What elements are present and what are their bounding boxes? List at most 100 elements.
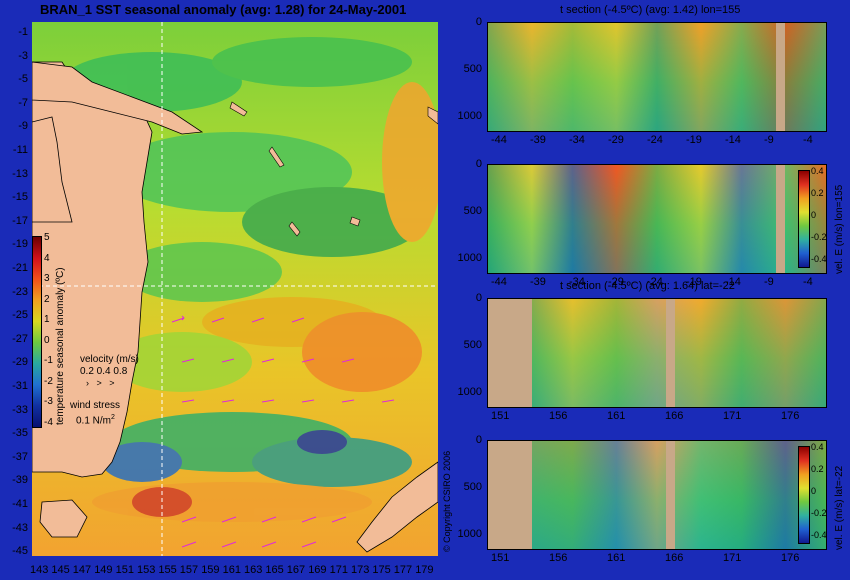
- panel-colorbar-tick: 0.4: [811, 166, 824, 176]
- panel-y-tick: 0: [475, 292, 482, 304]
- section-plot: [487, 164, 827, 274]
- depth-shading: [488, 165, 826, 273]
- section-plot: [487, 440, 827, 550]
- new-zealand: [356, 461, 438, 553]
- land-mask: [488, 299, 532, 407]
- map-colorbar-tick: 1: [44, 314, 50, 325]
- map-y-tick: -27: [12, 332, 28, 345]
- panel-x-tick: -14: [725, 276, 741, 288]
- panel-colorbar-tick: 0.4: [811, 442, 824, 452]
- land-mask: [776, 165, 785, 273]
- panel-x-tick: 151: [491, 410, 510, 422]
- depth-shading: [488, 441, 826, 549]
- panel-x-tick: -4: [803, 134, 813, 146]
- velocity-values: 0.2 0.4 0.8: [80, 366, 128, 377]
- panel-x-tick: -14: [725, 134, 741, 146]
- map-y-tick: -33: [12, 403, 28, 416]
- map-colorbar-tick: 4: [44, 252, 50, 264]
- panel-y-tick: 0: [475, 158, 482, 170]
- panel-x-tick: -9: [764, 276, 774, 288]
- map-y-tick: -13: [12, 167, 28, 180]
- map-colorbar-tick: -4: [44, 416, 53, 428]
- map-colorbar-tick: 2: [44, 293, 50, 305]
- map-x-tick: 165: [265, 564, 284, 576]
- map-y-tick: -45: [12, 545, 28, 558]
- cape-york: [32, 116, 73, 223]
- map-y-tick: -29: [12, 356, 28, 369]
- panel-x-tick: 171: [723, 410, 742, 422]
- panel-x-tick: -24: [647, 276, 663, 288]
- map-x-tick: 155: [158, 564, 177, 576]
- map-y-tick: -41: [12, 498, 28, 510]
- panel-x-tick: -19: [686, 276, 702, 288]
- sst-map: [32, 22, 438, 556]
- panel-x-tick: 161: [607, 410, 626, 422]
- map-y-tick: -19: [12, 238, 28, 251]
- panel-colorbar: [798, 446, 810, 544]
- panel-colorbar-tick: 0: [811, 486, 817, 496]
- panel-x-tick: -39: [530, 276, 546, 288]
- map-x-tick: 163: [244, 564, 263, 576]
- panel-title: t section (-4.5ºC) (avg: 1.64) lat=-22: [560, 280, 735, 292]
- panel-x-tick: -39: [530, 134, 546, 146]
- tasmania: [39, 499, 88, 538]
- panel-y-tick: 500: [463, 205, 482, 217]
- section-plot: [487, 298, 827, 408]
- map-x-tick: 173: [351, 564, 370, 576]
- map-y-tick: -25: [12, 309, 28, 322]
- panel-y-tick: 0: [475, 16, 482, 28]
- panel-x-tick: -44: [491, 276, 507, 288]
- map-x-tick: 153: [137, 564, 156, 576]
- panel-colorbar-label: vel. E (m/s) lat=-22: [834, 465, 845, 550]
- velocity-label: velocity (m/s): [80, 354, 139, 365]
- copyright: © Copyright CSIRO 2006: [442, 450, 452, 552]
- panel-colorbar-tick: 0.2: [811, 464, 824, 474]
- map-y-tick: -15: [12, 191, 28, 204]
- map-y-tick: -1: [18, 26, 28, 38]
- land-mask: [666, 299, 675, 407]
- section-plot: [487, 22, 827, 132]
- map-y-tick: -3: [18, 49, 28, 62]
- panel-colorbar-tick: -0.4: [811, 254, 827, 264]
- map-x-tick: 161: [222, 564, 241, 576]
- map-x-tick: 143: [30, 564, 49, 576]
- panel-colorbar-label: vel. E (m/s) lon=155: [834, 184, 845, 274]
- map-colorbar-label: temperature seasonal anomaly (ºC): [55, 267, 66, 425]
- panel-title: t section (-4.5ºC) (avg: 1.42) lon=155: [560, 4, 741, 16]
- panel-y-tick: 0: [475, 434, 482, 446]
- panel-x-tick: 161: [607, 552, 626, 564]
- panel-colorbar-tick: 0: [811, 210, 817, 220]
- depth-shading: [488, 299, 826, 407]
- new-guinea: [32, 61, 204, 135]
- panel-y-tick: 500: [463, 481, 482, 493]
- map-title: BRAN_1 SST seasonal anomaly (avg: 1.28) …: [40, 2, 407, 17]
- map-y-tick: -17: [12, 214, 28, 227]
- land-mask: [666, 441, 675, 549]
- panel-y-tick: 500: [463, 63, 482, 75]
- map-colorbar-tick: -1: [44, 355, 53, 366]
- panel-x-tick: -29: [608, 276, 624, 288]
- map-y-tick: -21: [12, 262, 28, 274]
- panel-x-tick: -34: [569, 134, 585, 146]
- map-y-tick: -7: [18, 96, 28, 109]
- panel-y-tick: 500: [463, 339, 482, 351]
- velocity-arrows: › > >: [86, 378, 115, 388]
- wind-label: wind stress: [70, 400, 121, 411]
- map-y-tick: -9: [18, 120, 28, 133]
- panel-y-tick: 1000: [457, 386, 482, 398]
- map-colorbar-tick: -2: [44, 375, 53, 387]
- map-y-tick: -23: [12, 285, 28, 298]
- panel-y-tick: 1000: [457, 252, 482, 264]
- panel-colorbar-tick: -0.2: [811, 508, 827, 518]
- land-mask: [776, 23, 785, 131]
- map-x-tick: 149: [94, 564, 113, 576]
- map-y-tick: -35: [12, 427, 28, 440]
- map-x-tick: 159: [201, 564, 220, 576]
- panel-colorbar-tick: -0.4: [811, 530, 827, 540]
- panel-x-tick: -34: [569, 276, 585, 288]
- panel-colorbar-tick: 0.2: [811, 188, 824, 198]
- map-x-tick: 177: [393, 564, 413, 576]
- map-colorbar-tick: 0: [44, 334, 50, 346]
- map-x-tick: 169: [308, 564, 327, 576]
- map-x-tick: 171: [329, 564, 348, 576]
